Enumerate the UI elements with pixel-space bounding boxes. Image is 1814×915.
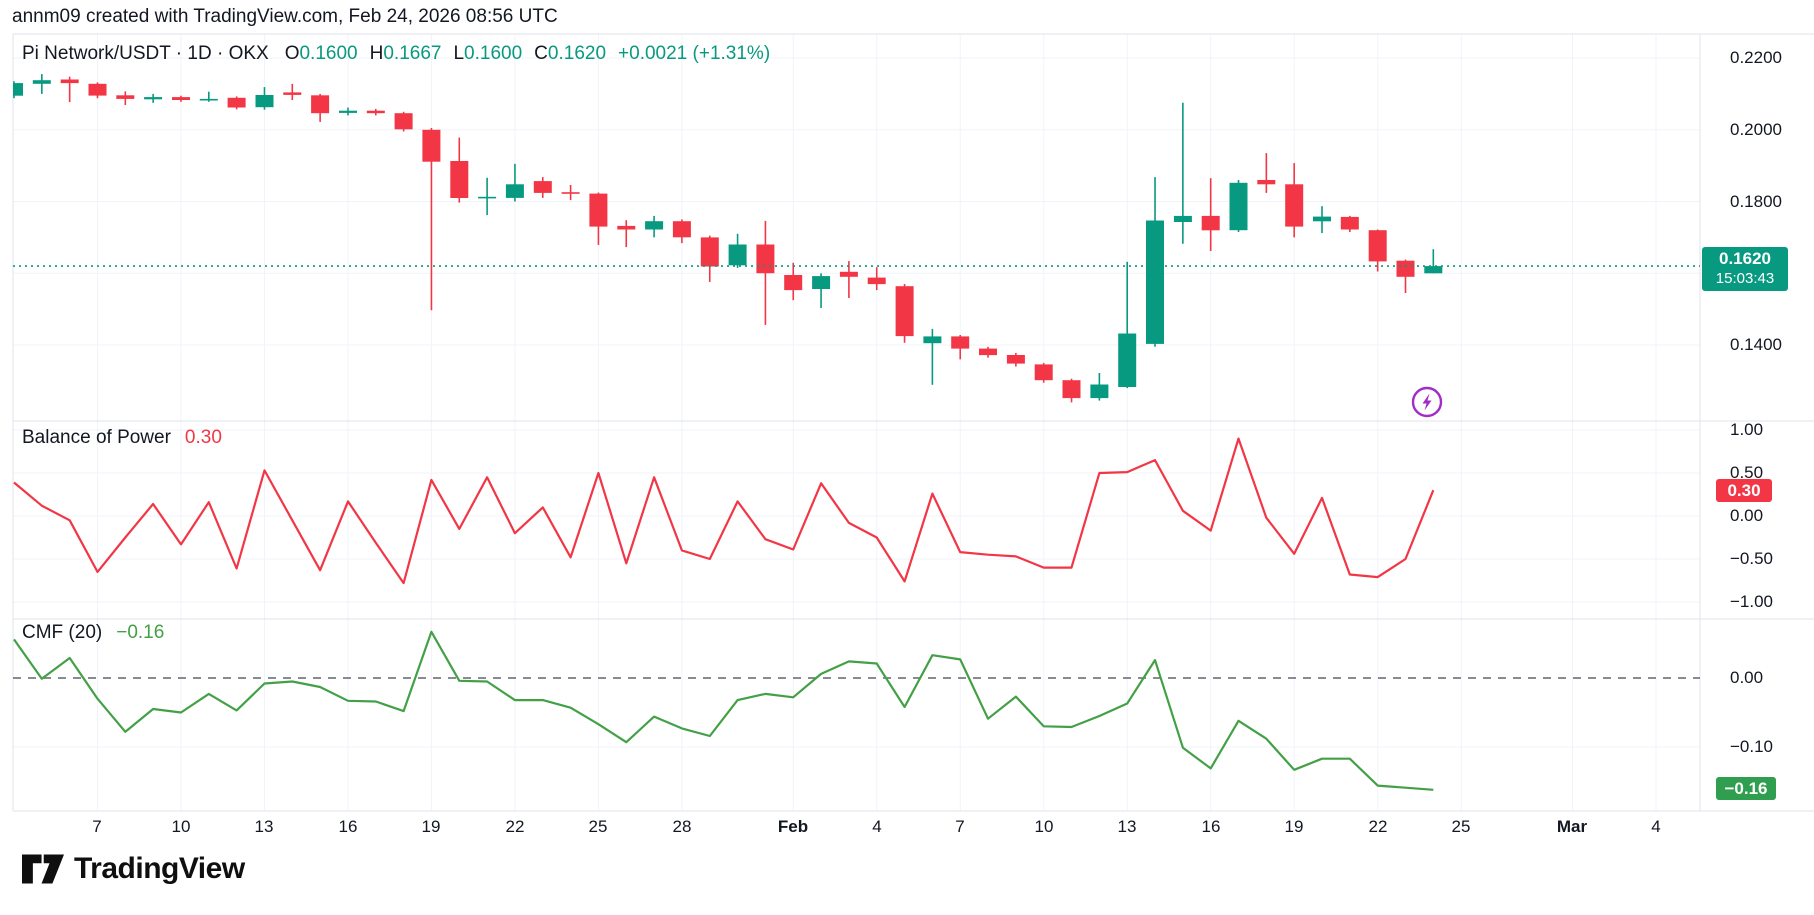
chart-canvas[interactable] (0, 0, 1814, 915)
tradingview-snapshot: annm09 created with TradingView.com, Feb… (0, 0, 1814, 915)
